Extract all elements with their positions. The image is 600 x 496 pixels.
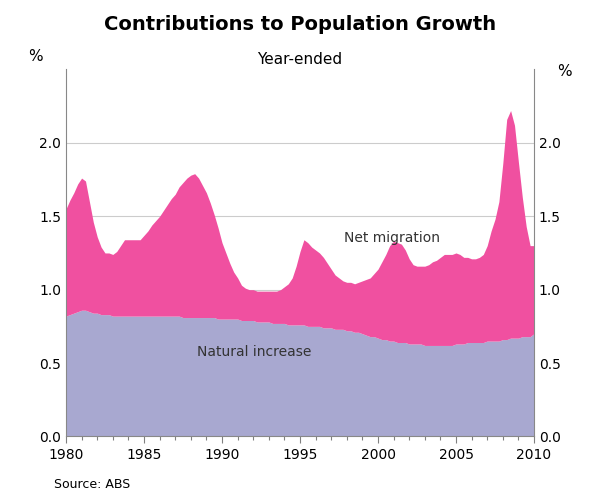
Text: Source: ABS: Source: ABS	[54, 478, 130, 491]
Text: Net migration: Net migration	[344, 231, 440, 245]
Text: Natural increase: Natural increase	[197, 345, 311, 359]
Y-axis label: %: %	[557, 64, 572, 79]
Text: Contributions to Population Growth: Contributions to Population Growth	[104, 15, 496, 34]
Title: Year-ended: Year-ended	[257, 52, 343, 67]
Y-axis label: %: %	[28, 49, 43, 64]
